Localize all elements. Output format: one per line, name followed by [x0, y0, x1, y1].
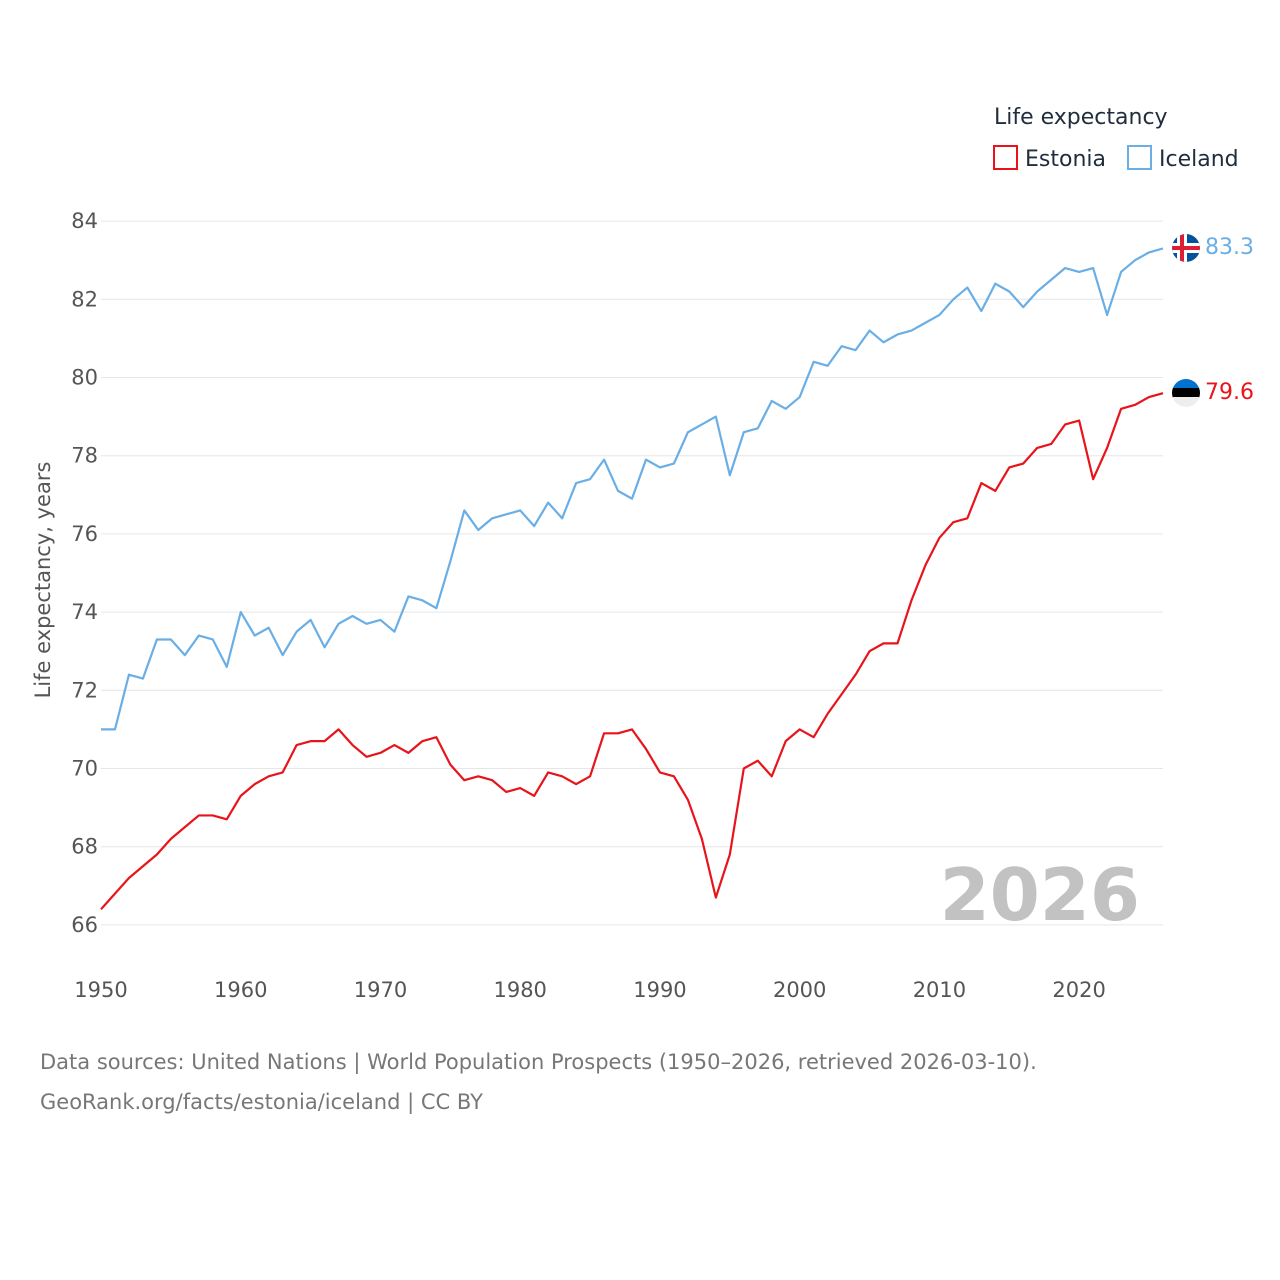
attribution-text[interactable]: GeoRank.org/facts/estonia/iceland | CC B…: [40, 1090, 483, 1114]
x-tick-label: 2010: [913, 978, 966, 1002]
y-tick-label: 74: [71, 600, 98, 624]
y-tick-label: 76: [71, 522, 98, 546]
legend-swatch-estonia: [993, 145, 1018, 170]
y-gridlines: [101, 220, 1163, 926]
x-tick-label: 1980: [493, 978, 546, 1002]
x-tick-label: 2000: [773, 978, 826, 1002]
end-value-label-estonia: 79.6: [1205, 380, 1254, 405]
legend: Life expectancy Estonia Iceland: [993, 105, 1239, 172]
y-tick-label: 84: [71, 209, 98, 233]
estonia-flag-icon: [1172, 379, 1200, 407]
data-sources-text: Data sources: United Nations | World Pop…: [40, 1050, 1037, 1074]
year-watermark: 2026: [940, 853, 1140, 937]
legend-item-iceland[interactable]: Iceland: [1127, 145, 1239, 172]
y-tick-label: 66: [71, 913, 98, 937]
x-tick-label: 1970: [354, 978, 407, 1002]
y-tick-label: 80: [71, 366, 98, 390]
series-line-estonia[interactable]: [100, 392, 1164, 910]
y-tick-label: 68: [71, 835, 98, 859]
x-tick-label: 1990: [633, 978, 686, 1002]
x-tick-label: 1950: [74, 978, 127, 1002]
legend-item-estonia[interactable]: Estonia: [993, 145, 1106, 172]
legend-label-iceland: Iceland: [1159, 147, 1239, 172]
footer: Data sources: United Nations | World Pop…: [40, 1042, 1260, 1122]
x-tick-label: 1960: [214, 978, 267, 1002]
x-tick-label: 2020: [1052, 978, 1105, 1002]
series-lines: [100, 247, 1164, 910]
x-tick-labels: 1950 1960 1970 1980 1990 2000 2010 2020: [74, 978, 1106, 1002]
series-line-iceland[interactable]: [101, 247, 1164, 731]
y-tick-label: 82: [71, 287, 98, 311]
legend-swatch-iceland: [1127, 145, 1152, 170]
legend-label-estonia: Estonia: [1025, 147, 1106, 172]
y-tick-label: 72: [71, 678, 98, 702]
iceland-flag-icon: [1172, 234, 1200, 262]
end-value-label-iceland: 83.3: [1205, 235, 1254, 260]
y-tick-label: 70: [71, 757, 98, 781]
y-tick-label: 78: [71, 444, 98, 468]
y-tick-labels: 66 68 70 72 74 76 78 80 82 84: [71, 209, 98, 937]
legend-title: Life expectancy: [994, 105, 1168, 130]
y-axis-title: Life expectancy, years: [31, 462, 55, 699]
